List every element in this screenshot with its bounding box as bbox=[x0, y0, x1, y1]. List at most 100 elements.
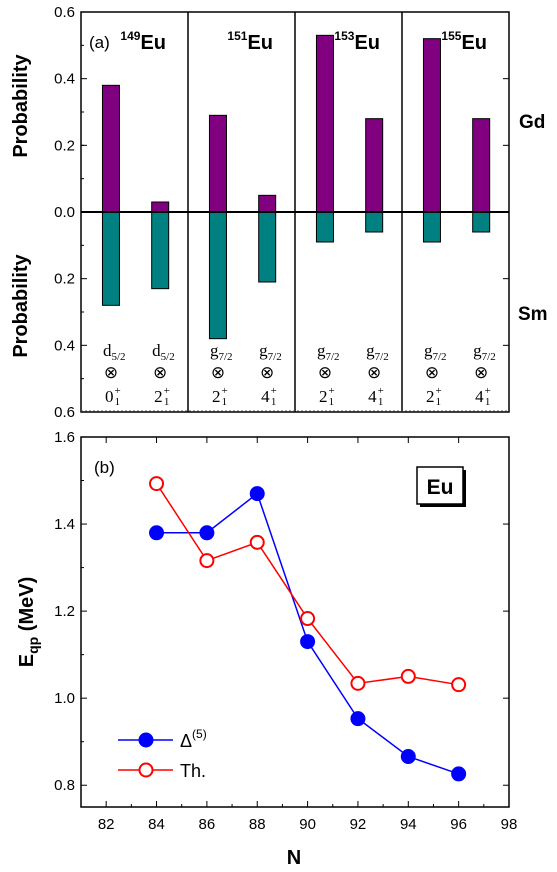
nucleus-mass: 155 bbox=[441, 29, 461, 43]
nucleus-label: 151Eu bbox=[227, 29, 273, 54]
config-orbital-letter: g bbox=[473, 341, 482, 360]
config-otimes: ⊗ bbox=[367, 363, 381, 383]
config-orbital: g7/2 bbox=[317, 341, 340, 363]
bar-sm bbox=[472, 211, 491, 233]
legend-label-sup: (5) bbox=[192, 727, 207, 741]
xlabel-n: N bbox=[287, 847, 301, 869]
data-point bbox=[249, 534, 265, 550]
x-tick-label: 96 bbox=[450, 816, 467, 833]
config-orbital: g7/2 bbox=[424, 341, 447, 363]
eu-box-shadow bbox=[463, 470, 466, 507]
config-state-value: 4 bbox=[261, 387, 270, 406]
config-orbital-sub: 7/2 bbox=[325, 351, 339, 363]
config-orbital-letter: g bbox=[317, 341, 326, 360]
config-orbital-sub: 7/2 bbox=[482, 351, 496, 363]
series-line bbox=[155, 483, 459, 686]
config-orbital-letter: g bbox=[259, 341, 268, 360]
panel-b: 82 84 86 88 90 92 94 96 98 0.8 1.0 1.2 1.4 1.6 (b) Eu… bbox=[16, 429, 517, 869]
config-state: 2+ 1 bbox=[319, 385, 335, 408]
config-state-value: 4 bbox=[475, 387, 484, 406]
sm-label: Sm bbox=[518, 304, 548, 325]
y-tick-label: 1.4 bbox=[54, 516, 75, 533]
config-orbital-sub: 5/2 bbox=[161, 351, 175, 363]
config-state-sub: 1 bbox=[378, 396, 384, 408]
eu-box-label: Eu bbox=[427, 476, 454, 499]
y-tick-label: 1.6 bbox=[54, 429, 75, 446]
bar-gd bbox=[208, 114, 227, 213]
y-tick-label: 0.4 bbox=[54, 71, 75, 88]
nucleus-label: 155Eu bbox=[441, 29, 487, 54]
bar-gd bbox=[365, 118, 384, 213]
nucleus-mass: 151 bbox=[227, 29, 247, 43]
data-point bbox=[149, 525, 165, 541]
y-tick-label: 0.2 bbox=[54, 137, 75, 154]
y-tick-label: 0.0 bbox=[54, 204, 75, 221]
config-orbital: d5/2 bbox=[103, 341, 126, 363]
bar-sm bbox=[101, 211, 120, 306]
legend-marker bbox=[138, 762, 154, 778]
config-state-value: 2 bbox=[426, 387, 435, 406]
y-tick-label: 0.8 bbox=[54, 777, 75, 794]
bar-sm bbox=[208, 211, 227, 340]
bar-sm bbox=[365, 211, 384, 233]
config-state: 4+ 1 bbox=[475, 385, 491, 408]
config-orbital-sub: 7/2 bbox=[268, 351, 282, 363]
x-tick-label: 90 bbox=[299, 816, 316, 833]
x-tick-label: 84 bbox=[148, 816, 165, 833]
x-tick-label: 86 bbox=[199, 816, 216, 833]
bar-sm bbox=[151, 211, 170, 290]
nucleus-element: Eu bbox=[247, 32, 273, 54]
ylabel-sm-side: Probability bbox=[10, 253, 32, 357]
nucleus-element: Eu bbox=[461, 32, 487, 54]
config-state-sup: + bbox=[114, 385, 120, 397]
config-state-value: 2 bbox=[212, 387, 221, 406]
config-otimes: ⊗ bbox=[474, 363, 488, 383]
config-orbital: g7/2 bbox=[210, 341, 233, 363]
config-orbital: g7/2 bbox=[259, 341, 282, 363]
legend-label: Th. bbox=[180, 761, 206, 781]
nucleus-element: Eu bbox=[140, 32, 166, 54]
config-state: 2+ 1 bbox=[426, 385, 442, 408]
data-point bbox=[400, 668, 416, 684]
panel-b-frame bbox=[80, 436, 510, 808]
config-state-sup: + bbox=[164, 385, 170, 397]
config-otimes: ⊗ bbox=[318, 363, 332, 383]
config-state: 4+ 1 bbox=[261, 385, 277, 408]
y-tick-label: 0.6 bbox=[54, 404, 75, 421]
data-point bbox=[199, 525, 215, 541]
config-state: 2+ 1 bbox=[154, 385, 170, 408]
y-tick-label: 1.2 bbox=[54, 603, 75, 620]
config-state-value: 4 bbox=[368, 387, 377, 406]
config-state-sup: + bbox=[485, 385, 491, 397]
bar-gd bbox=[151, 201, 170, 213]
config-state-value: 2 bbox=[319, 387, 328, 406]
config-orbital-sub: 7/2 bbox=[218, 351, 232, 363]
bar-sm bbox=[315, 211, 334, 243]
legend-label-main: Δ bbox=[180, 731, 192, 751]
ylabel-eqp-sub: qp bbox=[25, 637, 41, 654]
config-state-sub: 1 bbox=[222, 396, 228, 408]
data-point bbox=[400, 749, 416, 765]
nucleus-label: 153Eu bbox=[334, 29, 380, 54]
config-orbital: g7/2 bbox=[366, 341, 389, 363]
eu-box bbox=[416, 466, 464, 505]
data-point bbox=[451, 677, 467, 693]
config-orbital-letter: g bbox=[424, 341, 433, 360]
config-otimes: ⊗ bbox=[260, 363, 274, 383]
nucleus-label: 149Eu bbox=[120, 29, 166, 54]
config-otimes: ⊗ bbox=[211, 363, 225, 383]
legend-label-main: Th. bbox=[180, 761, 206, 781]
nucleus-mass: 153 bbox=[334, 29, 354, 43]
nucleus-mass: 149 bbox=[120, 29, 140, 43]
x-tick-label: 94 bbox=[400, 816, 417, 833]
bar-gd bbox=[315, 34, 334, 213]
config-otimes: ⊗ bbox=[425, 363, 439, 383]
bar-gd bbox=[422, 38, 441, 213]
config-orbital-letter: d bbox=[152, 341, 161, 360]
config-orbital: d5/2 bbox=[152, 341, 175, 363]
nucleus-element: Eu bbox=[354, 32, 380, 54]
config-state-sup: + bbox=[221, 385, 227, 397]
y-tick-label: 0.2 bbox=[54, 271, 75, 288]
config-state-sub: 1 bbox=[436, 396, 442, 408]
y-tick-label: 0.6 bbox=[54, 4, 75, 21]
